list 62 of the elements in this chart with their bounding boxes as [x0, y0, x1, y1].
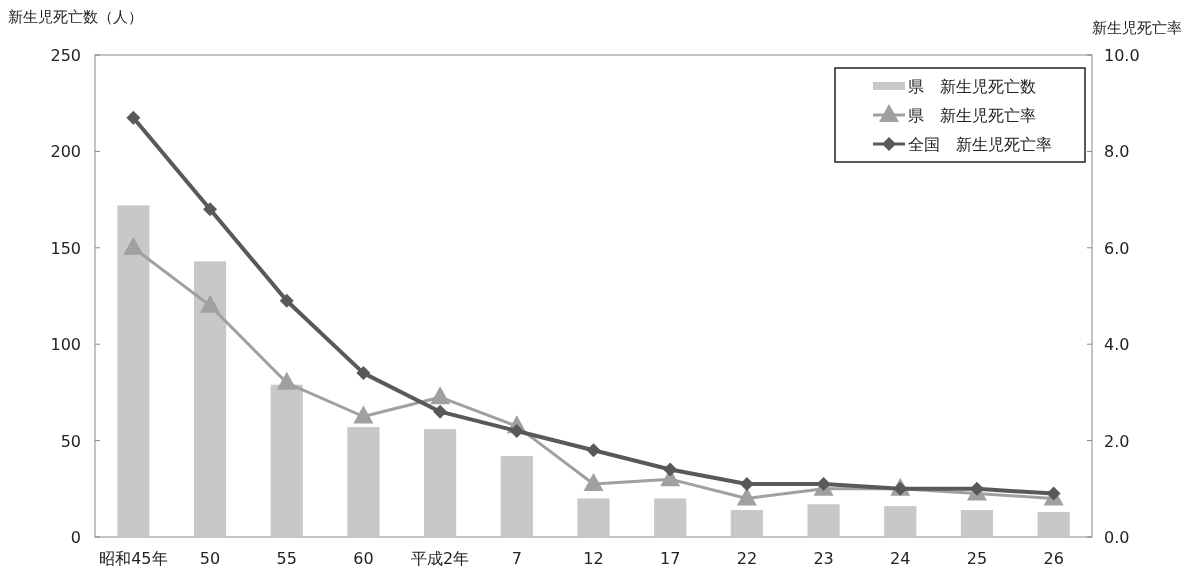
x-tick-label: 7	[511, 549, 522, 568]
point	[583, 472, 604, 491]
bar	[654, 498, 687, 537]
y2-tick-label: 10.0	[1104, 46, 1140, 65]
point	[663, 462, 678, 477]
x-tick-label: 26	[1043, 549, 1064, 568]
point	[736, 487, 757, 506]
point	[430, 386, 451, 405]
bar	[807, 504, 840, 537]
x-tick-label: 24	[890, 549, 911, 568]
bar	[193, 261, 227, 537]
y-tick-label: 0	[70, 528, 81, 547]
bar	[347, 427, 380, 537]
point	[433, 404, 448, 419]
bar	[117, 205, 150, 537]
legend-label: 全国 新生児死亡率	[908, 135, 1052, 154]
point	[353, 405, 374, 424]
x-tick-label: 22	[736, 549, 758, 568]
point	[279, 293, 294, 308]
x-tick-label: 17	[660, 549, 681, 568]
legend-label: 県 新生児死亡数	[908, 77, 1036, 96]
point	[200, 294, 221, 313]
y-tick-label: 250	[50, 46, 81, 65]
point	[276, 371, 297, 390]
bar	[500, 456, 533, 537]
bar	[270, 384, 303, 537]
bar	[424, 429, 457, 537]
y-tick-label: 200	[50, 142, 81, 162]
bar	[730, 510, 763, 537]
point	[126, 110, 141, 125]
y2-tick-label: 4.0	[1104, 335, 1130, 355]
x-tick-label: 25	[966, 549, 988, 568]
x-tick-label: 55	[276, 549, 297, 568]
x-tick-label: 50	[199, 549, 221, 568]
point	[969, 481, 984, 496]
y2-tick-label: 2.0	[1104, 431, 1130, 451]
point	[203, 202, 218, 217]
y-tick-label: 100	[50, 335, 81, 355]
y-axis-title: 新生児死亡数（人）	[8, 8, 143, 26]
bar	[884, 506, 917, 537]
bar	[1037, 511, 1070, 537]
y-tick-label: 150	[50, 238, 81, 258]
point	[816, 476, 831, 491]
point	[356, 366, 371, 381]
x-tick-label: 60	[353, 549, 374, 568]
point	[586, 443, 601, 458]
y2-axis-title: 新生児死亡率	[1092, 19, 1182, 37]
y2-tick-label: 0.0	[1104, 528, 1130, 547]
point	[509, 423, 524, 438]
point	[1046, 486, 1061, 501]
x-tick-label: 12	[583, 549, 604, 568]
x-tick-label: 23	[813, 549, 834, 568]
y-tick-label: 50	[60, 431, 81, 451]
bar	[577, 498, 610, 537]
y2-tick-label: 6.0	[1104, 238, 1130, 258]
point	[739, 476, 754, 491]
y2-tick-label: 8.0	[1104, 142, 1130, 162]
legend-label: 県 新生児死亡率	[908, 106, 1036, 125]
point	[123, 236, 144, 255]
x-tick-label: 平成2年	[411, 549, 470, 568]
x-tick-label: 昭和45年	[99, 549, 168, 568]
bar	[960, 510, 994, 537]
